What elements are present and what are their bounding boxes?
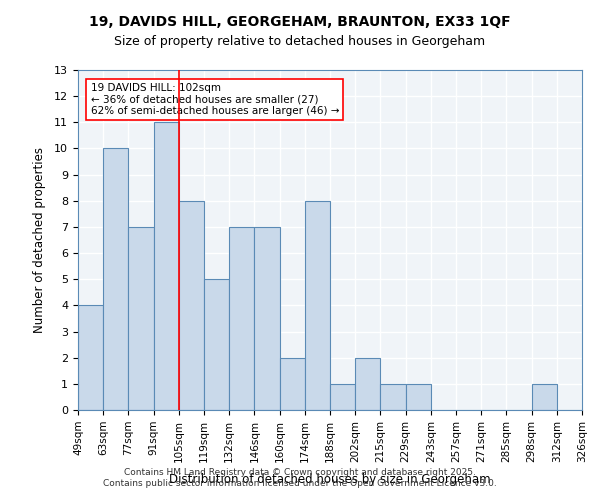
- Bar: [330, 384, 355, 410]
- Bar: [128, 227, 154, 410]
- Bar: [355, 358, 380, 410]
- Text: Size of property relative to detached houses in Georgeham: Size of property relative to detached ho…: [115, 35, 485, 48]
- Y-axis label: Number of detached properties: Number of detached properties: [33, 147, 46, 333]
- Text: 19 DAVIDS HILL: 102sqm
← 36% of detached houses are smaller (27)
62% of semi-det: 19 DAVIDS HILL: 102sqm ← 36% of detached…: [91, 83, 339, 116]
- Bar: [305, 201, 330, 410]
- Bar: [280, 358, 305, 410]
- Bar: [179, 201, 204, 410]
- Bar: [154, 122, 179, 410]
- X-axis label: Distribution of detached houses by size in Georgeham: Distribution of detached houses by size …: [169, 473, 491, 486]
- Bar: [103, 148, 128, 410]
- Bar: [380, 384, 406, 410]
- Text: Contains HM Land Registry data © Crown copyright and database right 2025.
Contai: Contains HM Land Registry data © Crown c…: [103, 468, 497, 487]
- Bar: [406, 384, 431, 410]
- Bar: [204, 279, 229, 410]
- Bar: [78, 306, 103, 410]
- Bar: [532, 384, 557, 410]
- Bar: [229, 227, 254, 410]
- Text: 19, DAVIDS HILL, GEORGEHAM, BRAUNTON, EX33 1QF: 19, DAVIDS HILL, GEORGEHAM, BRAUNTON, EX…: [89, 15, 511, 29]
- Bar: [254, 227, 280, 410]
